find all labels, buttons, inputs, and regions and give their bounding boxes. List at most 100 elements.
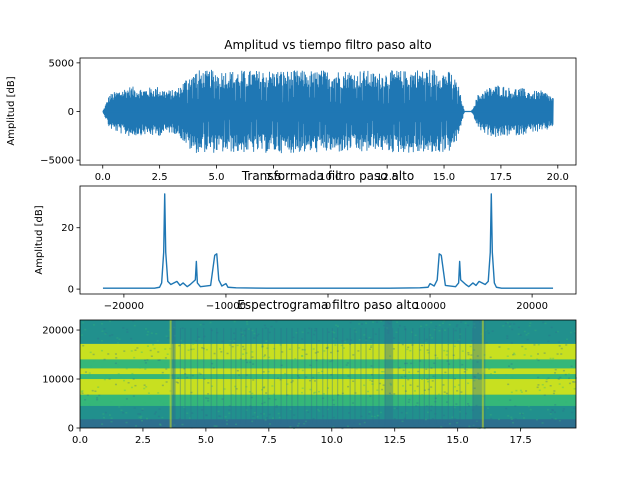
spectrogram-texture xyxy=(334,344,337,346)
spectrogram-texture xyxy=(90,365,93,368)
spectrogram-texture xyxy=(182,342,185,345)
spectrogram-texture xyxy=(265,392,268,394)
spectrogram-texture xyxy=(120,376,123,378)
spectrogram-texture xyxy=(130,386,133,389)
spectrogram-texture xyxy=(268,356,271,359)
spectrogram-texture xyxy=(427,352,430,354)
spectrogram-texture xyxy=(221,422,224,424)
spectrogram-texture xyxy=(297,394,300,397)
spectrogram-texture xyxy=(427,380,430,383)
spectrogram-title: Espectrograma filtro paso alto xyxy=(237,298,418,312)
spectrogram-texture xyxy=(207,382,210,384)
spectrogram-texture xyxy=(444,371,447,374)
spectrogram-texture xyxy=(222,424,225,427)
spectrogram-texture xyxy=(245,358,248,361)
spectrogram-texture xyxy=(513,367,516,370)
spectrogram-texture xyxy=(414,334,417,336)
spectrogram-texture xyxy=(325,347,328,349)
spectrogram-texture xyxy=(537,376,540,379)
spectrogram-texture xyxy=(393,393,396,395)
spectrogram-texture xyxy=(331,398,334,401)
spectrogram-texture xyxy=(546,408,549,411)
spectrogram-band xyxy=(80,405,576,420)
spectrogram-texture xyxy=(510,416,513,419)
spectrogram-texture xyxy=(465,394,468,396)
spectrogram-texture xyxy=(558,383,561,385)
x-tick-label: 15.0 xyxy=(433,172,455,183)
spectrogram-texture xyxy=(507,383,510,386)
spectrogram-texture xyxy=(144,366,147,369)
spectrogram-texture xyxy=(348,412,351,414)
spectrogram-texture xyxy=(456,421,459,424)
time-chart-signal xyxy=(102,69,554,154)
spectrogram-texture xyxy=(456,390,459,392)
spectrogram-texture xyxy=(551,409,554,411)
spectrogram-texture xyxy=(529,408,532,411)
spectrogram-texture xyxy=(294,358,297,360)
spectrogram-texture xyxy=(473,387,476,390)
spectrogram-texture xyxy=(448,323,451,326)
spectrogram-texture xyxy=(313,333,316,336)
spectrogram-texture xyxy=(440,426,443,428)
spectrogram-texture xyxy=(327,331,330,333)
spectrogram-texture xyxy=(370,338,373,341)
spectrogram-texture xyxy=(81,390,84,392)
spectrogram-texture xyxy=(573,407,576,410)
spectrogram-texture xyxy=(332,399,335,401)
spectrogram-texture xyxy=(523,396,526,398)
spectrogram-texture xyxy=(368,411,371,413)
spectrogram-striation xyxy=(250,328,252,424)
spectrogram-texture xyxy=(431,418,434,420)
spectrogram-texture xyxy=(243,329,246,332)
spectrogram-striation xyxy=(354,328,356,424)
spectrogram-texture xyxy=(268,413,271,416)
spectrogram-texture xyxy=(426,349,429,351)
spectrogram-texture xyxy=(544,322,547,325)
spectrogram-texture xyxy=(307,411,310,413)
spectrogram-texture xyxy=(341,392,344,395)
spectrogram-texture xyxy=(130,350,133,352)
spectrogram-texture xyxy=(447,402,450,404)
spectrogram-texture xyxy=(363,421,366,424)
spectrogram-texture xyxy=(312,376,315,379)
spectrogram-texture xyxy=(140,421,143,424)
spectrogram-texture xyxy=(460,321,463,323)
spectrogram-texture xyxy=(507,415,510,417)
spectrogram-texture xyxy=(405,362,408,365)
spectrogram-texture xyxy=(160,374,163,377)
spectrogram-texture xyxy=(441,322,444,325)
spectrogram-striation xyxy=(196,328,199,424)
spectrogram-texture xyxy=(400,376,403,378)
spectrogram-texture xyxy=(268,421,271,423)
spectrogram-texture xyxy=(410,362,413,365)
spectrogram-texture xyxy=(483,354,486,356)
spectrogram-striation xyxy=(472,328,474,424)
spectrogram-texture xyxy=(547,340,550,343)
spectrogram-texture xyxy=(366,396,369,399)
spectrogram-texture xyxy=(199,373,202,376)
spectrogram-texture xyxy=(86,394,89,396)
spectrogram-texture xyxy=(154,411,157,413)
x-tick-label: 10000 xyxy=(414,301,446,312)
spectrogram-texture xyxy=(236,344,239,347)
spectrogram-texture xyxy=(253,337,256,339)
spectrogram-texture xyxy=(534,329,537,332)
spectrogram-striation xyxy=(190,328,192,424)
spectrogram-texture xyxy=(408,398,411,401)
spectrogram-texture xyxy=(541,383,544,386)
spectrogram-texture xyxy=(93,425,96,427)
spectrogram-texture xyxy=(153,413,156,415)
amplitude-series-line xyxy=(102,69,554,154)
spectrogram-striation xyxy=(452,328,455,424)
spectrogram-texture xyxy=(190,391,193,394)
spectrogram-texture xyxy=(509,323,512,325)
spectrogram-texture xyxy=(96,398,99,401)
spectrogram-texture xyxy=(332,377,335,380)
spectrogram-texture xyxy=(260,412,263,415)
spectrogram-texture xyxy=(478,378,481,380)
spectrogram-texture xyxy=(473,323,476,325)
spectrogram-texture xyxy=(422,377,425,379)
spectrogram-texture xyxy=(248,391,251,393)
y-tick-label: 20000 xyxy=(42,326,74,337)
spectrogram-texture xyxy=(514,405,517,407)
